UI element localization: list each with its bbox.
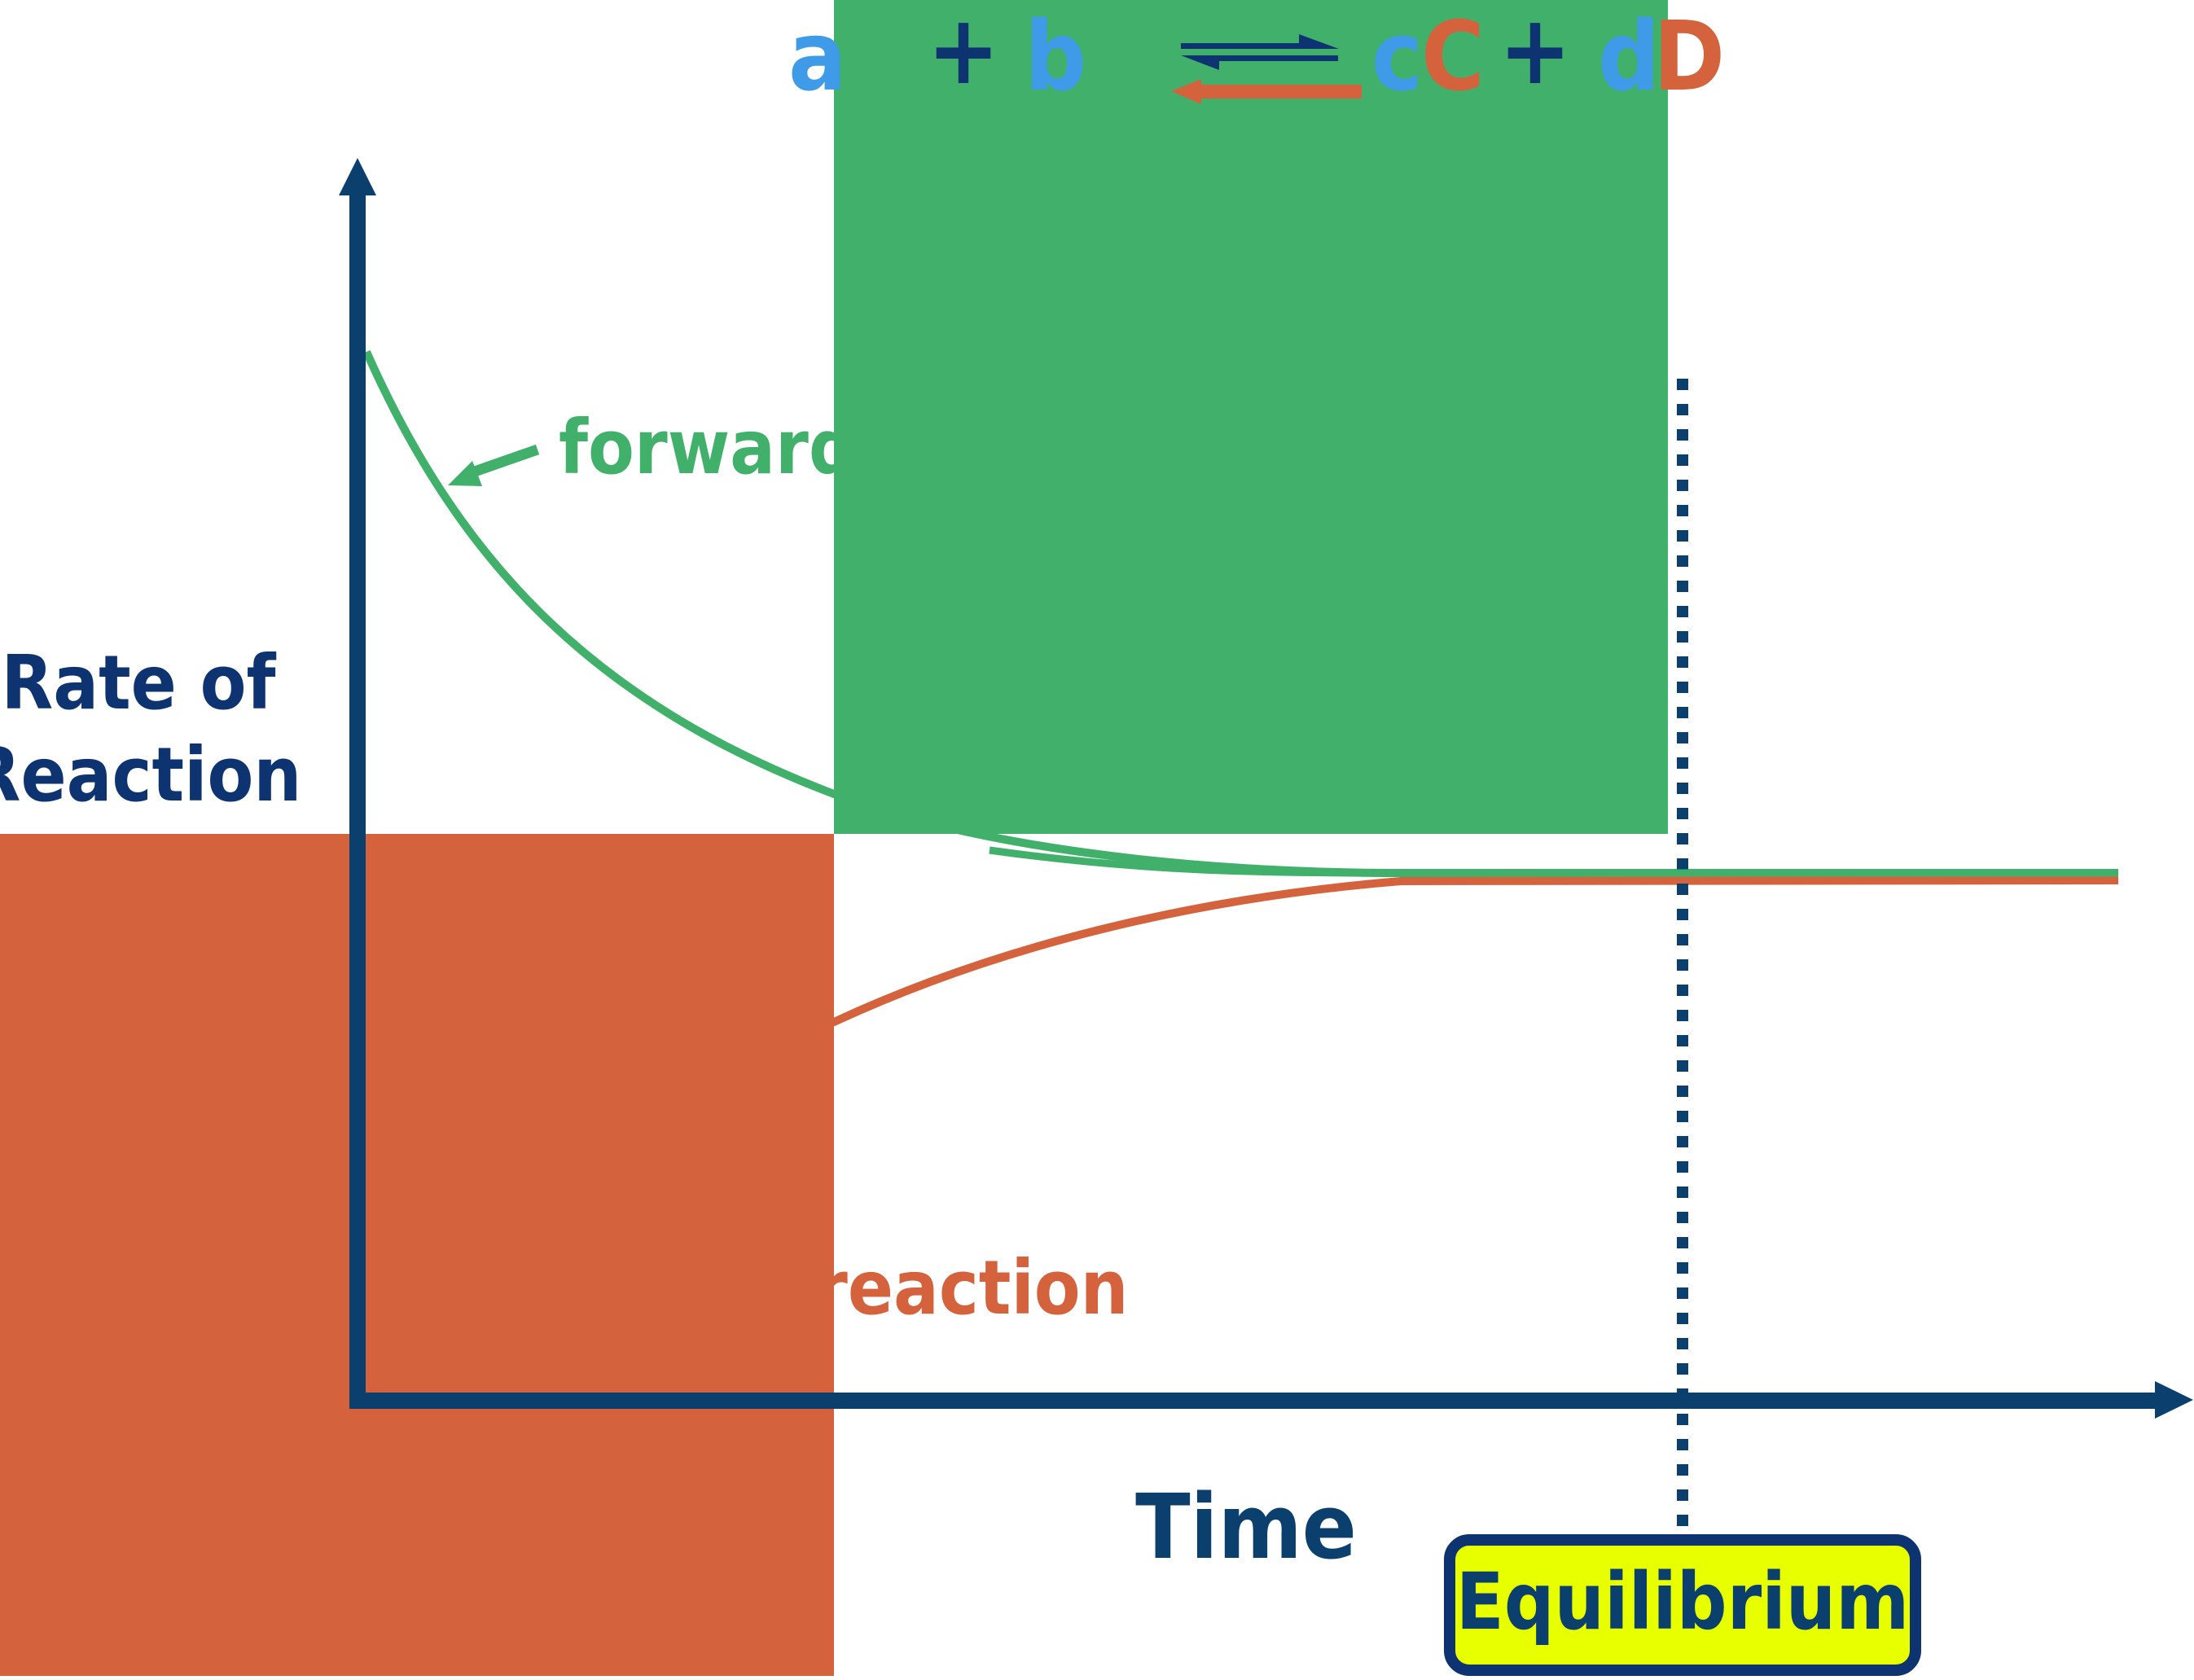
orange-overlay-block [0, 834, 834, 1676]
species-C: C [1421, 0, 1485, 112]
equilibrium-badge-box [1444, 1534, 1921, 1676]
axes [339, 158, 2193, 1419]
coef-c: c [1371, 0, 1423, 112]
coef-d: d [1598, 0, 1660, 112]
coef-a: a [788, 0, 847, 112]
forward-label: forward [559, 404, 857, 491]
forward-rate-curve [362, 349, 2118, 877]
x-axis-arrowhead-icon [2155, 1381, 2193, 1419]
reverse-arrow-icon [1171, 79, 1362, 104]
equilibrium-label: Equilibrium [1456, 1556, 1910, 1647]
y-axis-label-line1: Rate of [2, 639, 277, 726]
forward-half-arrow-icon [1181, 34, 1339, 49]
x-axis-label: Time [1135, 1475, 1357, 1579]
forward-pointer-arrow-shaft [470, 444, 540, 478]
plus-sign-2: + [1499, 0, 1572, 106]
reaction-equation: a + b c C + d D [788, 0, 1725, 112]
forward-rate-curve-tail [989, 846, 2118, 877]
forward-label-group: forward [448, 404, 857, 491]
plus-sign-1: + [928, 0, 1000, 106]
species-D: D [1653, 0, 1725, 112]
equilibrium-badge: Equilibrium [1444, 1534, 1921, 1676]
green-overlay-block [834, 0, 1668, 834]
reverse-label: reaction [814, 1244, 1129, 1331]
forward-pointer-arrowhead-icon [448, 461, 482, 486]
reverse-half-arrow-icon [1181, 55, 1338, 70]
y-axis-arrowhead-icon [339, 158, 376, 195]
y-axis-label-line2: Reaction [0, 731, 301, 818]
coef-b: b [1025, 0, 1086, 112]
